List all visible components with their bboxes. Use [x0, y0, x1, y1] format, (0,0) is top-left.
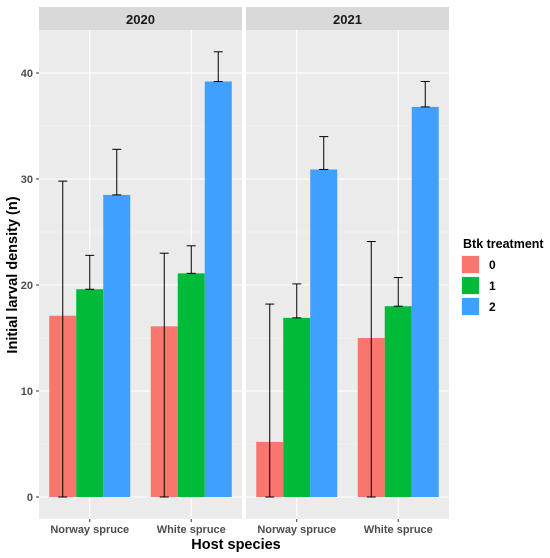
bar [204, 81, 232, 497]
legend-label: 2 [489, 300, 496, 314]
bar [411, 106, 439, 498]
y-tick-label: 30 [21, 174, 33, 186]
facet-strip-label: 2021 [333, 12, 362, 27]
x-tick-label: Norway spruce [257, 524, 336, 536]
legend: Btk treatment 0 1 2 [461, 237, 544, 316]
bar [283, 317, 311, 497]
y-axis-ticks: 0 10 20 30 40 [21, 68, 39, 504]
y-tick-label: 40 [21, 68, 33, 80]
y-axis-title: Initial larval density (n) [5, 196, 21, 353]
bar [177, 273, 205, 497]
facet-strip-bg [39, 7, 242, 30]
bar [103, 194, 131, 497]
legend-swatch [462, 256, 479, 273]
legend-swatch [462, 277, 479, 294]
chart-marks [49, 51, 439, 498]
x-tick-label: White spruce [157, 524, 226, 536]
facet-strip-label: 2020 [126, 12, 155, 27]
facet-strip-bg [246, 7, 449, 30]
bar [76, 289, 104, 497]
legend-swatch [462, 298, 479, 315]
x-axis-ticks: Norway spruce White spruce Norway spruce Wh… [50, 519, 433, 536]
bar [310, 169, 338, 497]
y-tick-label: 20 [21, 280, 33, 292]
x-tick-label: White spruce [364, 524, 433, 536]
y-tick-label: 10 [21, 386, 33, 398]
legend-label: 0 [489, 258, 496, 272]
bar [384, 306, 412, 497]
x-axis-title: Host species [191, 537, 280, 553]
y-tick-label: 0 [27, 492, 33, 504]
legend-title: Btk treatment [463, 237, 544, 251]
legend-label: 1 [489, 279, 496, 293]
x-tick-label: Norway spruce [50, 524, 129, 536]
